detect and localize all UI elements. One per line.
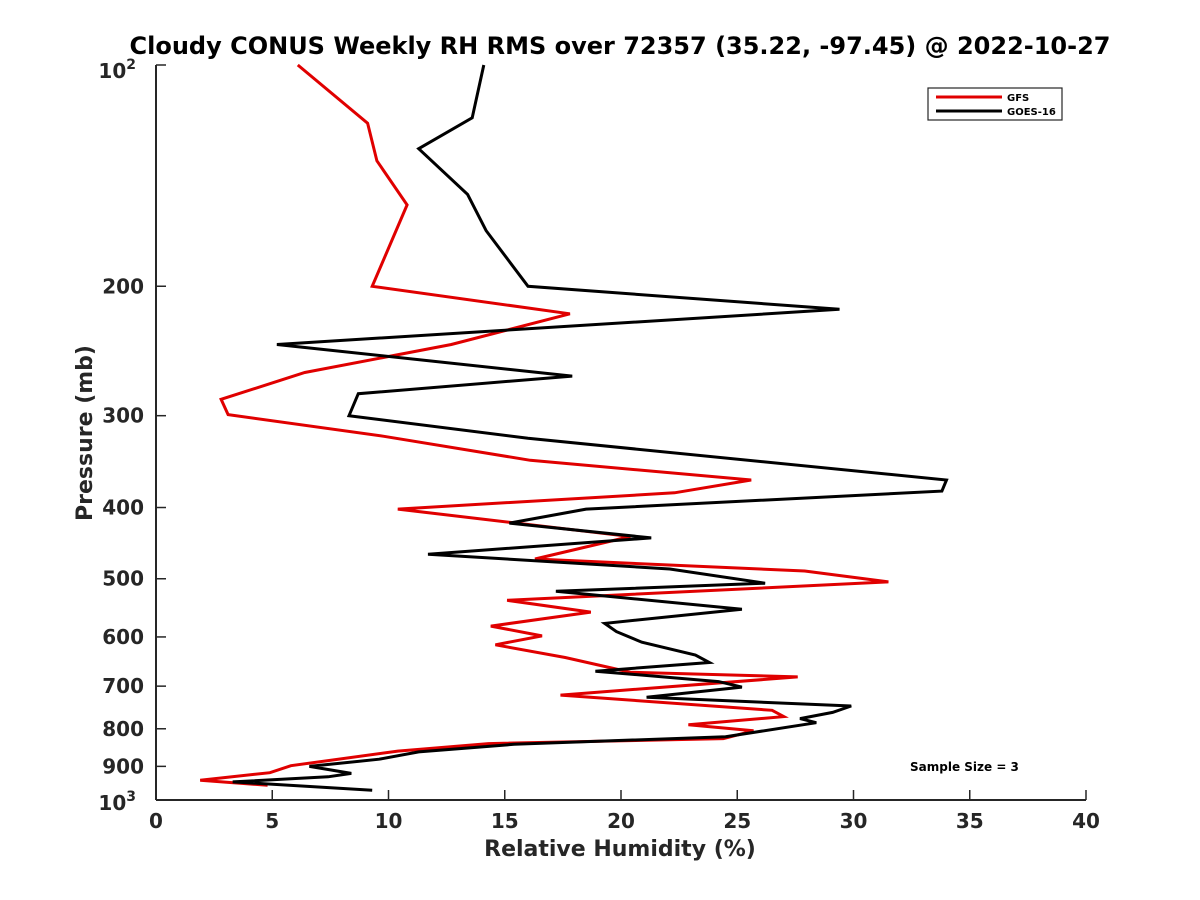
series-line-goes16 bbox=[232, 64, 949, 792]
y-tick-label: 900 bbox=[102, 754, 144, 778]
x-tick-label: 25 bbox=[723, 809, 751, 833]
x-tick-label: 0 bbox=[149, 809, 163, 833]
x-tick-label: 10 bbox=[375, 809, 403, 833]
x-tick-label: 30 bbox=[840, 809, 868, 833]
y-tick-label: 400 bbox=[102, 496, 144, 520]
x-axis-label: Relative Humidity (%) bbox=[484, 837, 756, 862]
legend-label-goes16: GOES-16 bbox=[1007, 107, 1056, 118]
x-tick-label: 20 bbox=[607, 809, 635, 833]
series-line-gfs bbox=[200, 63, 889, 787]
x-tick-label: 15 bbox=[491, 809, 519, 833]
y-tick-label: 600 bbox=[102, 625, 144, 649]
chart-title: Cloudy CONUS Weekly RH RMS over 72357 (3… bbox=[130, 32, 1111, 60]
legend-label-gfs: GFS bbox=[1007, 93, 1029, 104]
series-layer bbox=[200, 63, 949, 792]
y-tick-label: 200 bbox=[102, 274, 144, 298]
x-ticks: 0 5 10 15 20 25 30 35 40 bbox=[149, 790, 1100, 833]
y-ticks: 200 300 400 500 600 700 800 900 bbox=[102, 64, 166, 801]
y-bottom-label: 103 bbox=[98, 789, 136, 815]
legend-box bbox=[927, 87, 1063, 121]
y-tick-label: 800 bbox=[102, 717, 144, 741]
x-tick-label: 35 bbox=[956, 809, 984, 833]
y-tick-label: 300 bbox=[102, 404, 144, 428]
sample-size-annotation: Sample Size = 3 bbox=[910, 760, 1019, 774]
y-tick-label: 700 bbox=[102, 674, 144, 698]
y-top-label: 102 bbox=[98, 57, 136, 83]
y-axis-label: Pressure (mb) bbox=[73, 345, 98, 521]
legend: GFS GOES-16 bbox=[927, 87, 1063, 121]
x-tick-label: 5 bbox=[265, 809, 279, 833]
y-tick-label: 500 bbox=[102, 567, 144, 591]
x-tick-label: 40 bbox=[1072, 809, 1100, 833]
